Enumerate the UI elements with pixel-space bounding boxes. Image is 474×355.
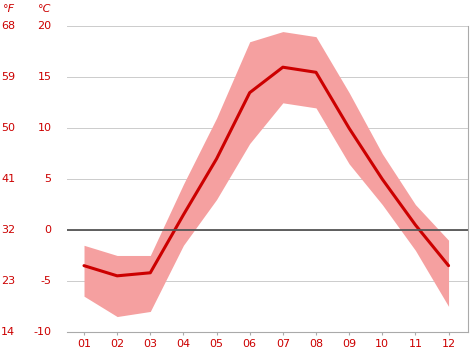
Text: 23: 23 (1, 276, 15, 286)
Text: -10: -10 (33, 327, 51, 337)
Text: °F: °F (3, 4, 15, 14)
Text: 59: 59 (1, 72, 15, 82)
Text: 50: 50 (1, 123, 15, 133)
Text: 14: 14 (1, 327, 15, 337)
Text: °C: °C (38, 4, 51, 14)
Text: -5: -5 (40, 276, 51, 286)
Text: 10: 10 (37, 123, 51, 133)
Text: 5: 5 (45, 174, 51, 184)
Text: 15: 15 (37, 72, 51, 82)
Text: 20: 20 (37, 22, 51, 32)
Text: 0: 0 (45, 225, 51, 235)
Text: 41: 41 (1, 174, 15, 184)
Text: 68: 68 (1, 22, 15, 32)
Text: 32: 32 (1, 225, 15, 235)
